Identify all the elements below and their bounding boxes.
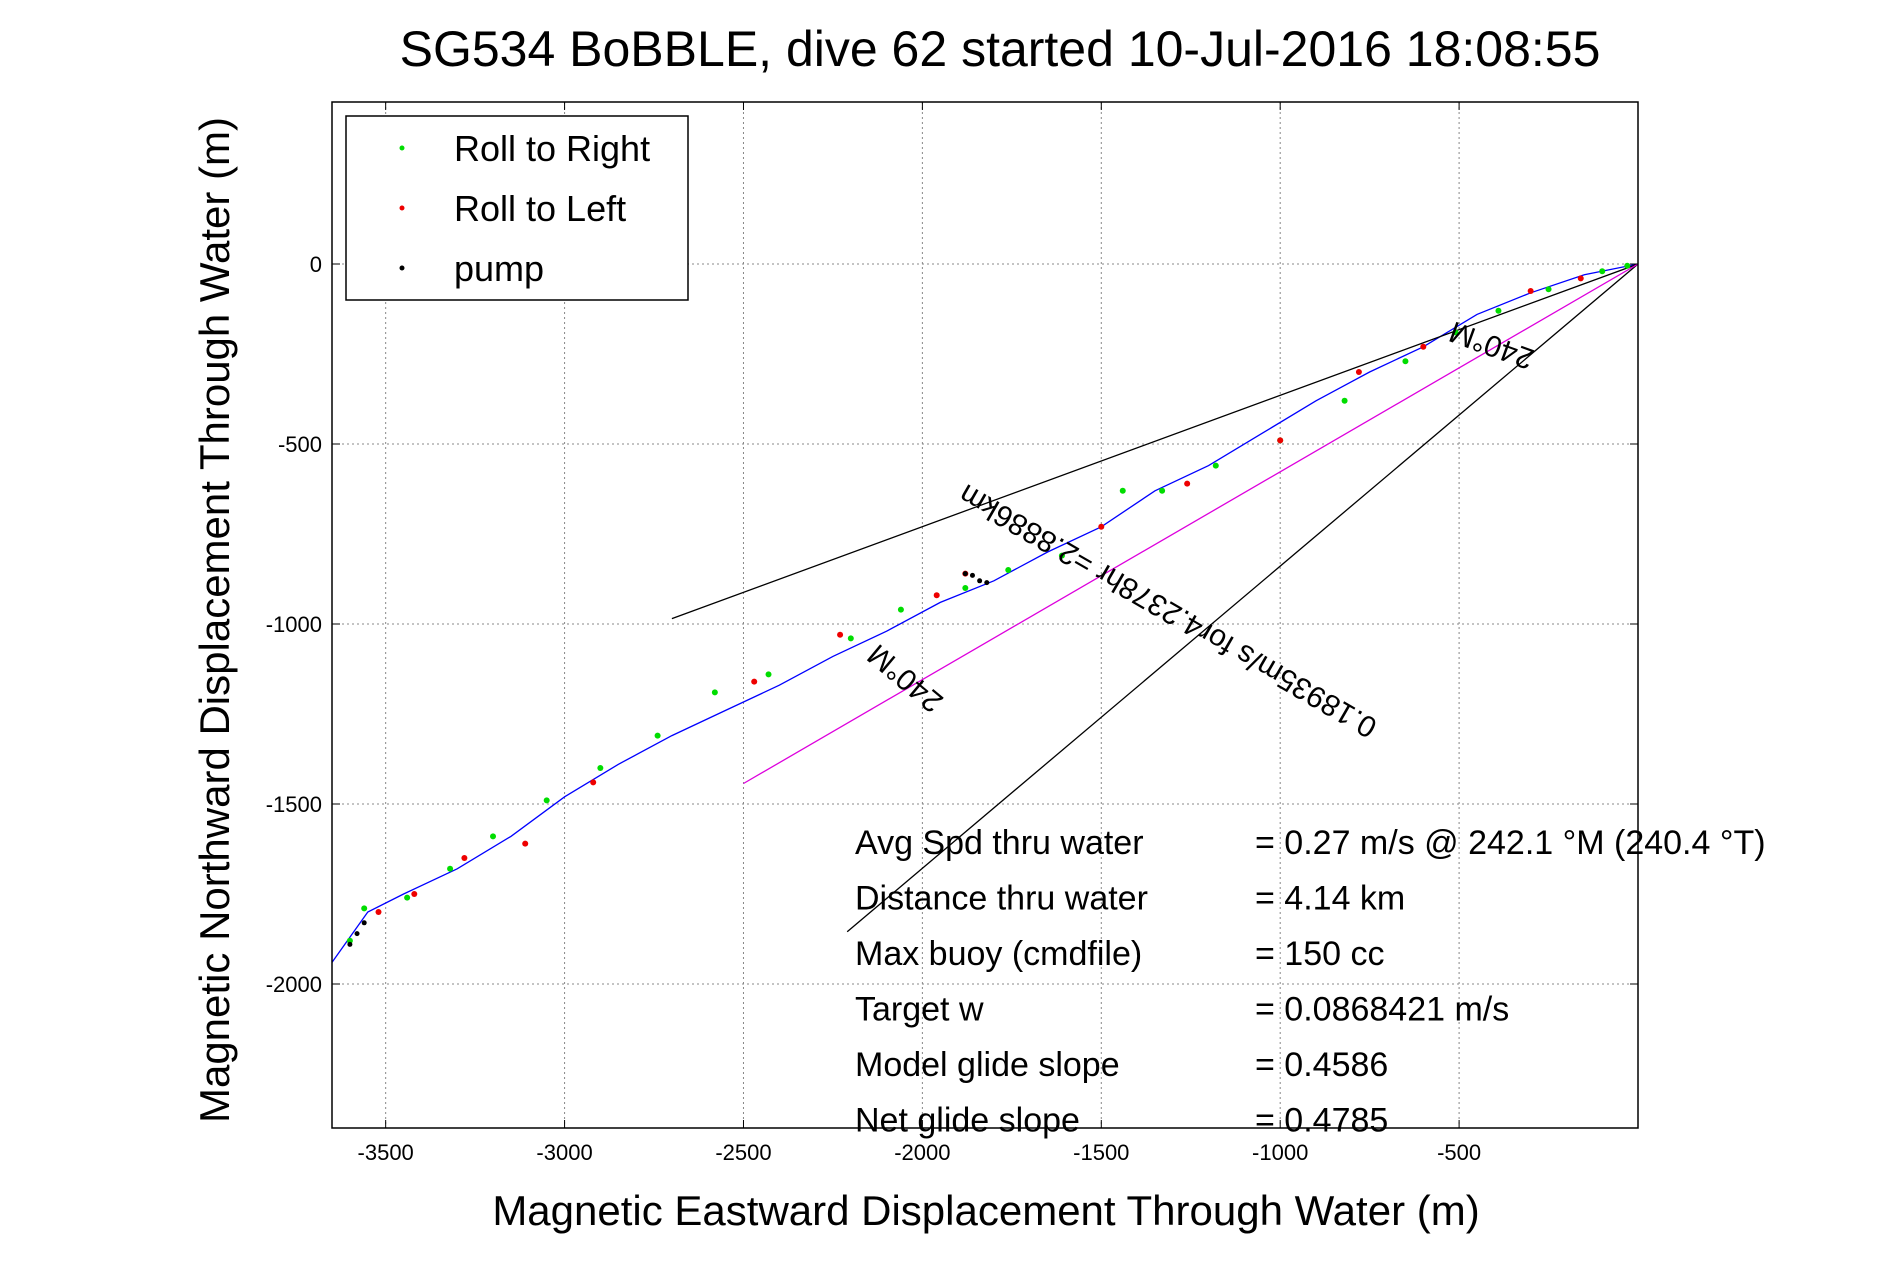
roll-right-marker [1402, 358, 1409, 365]
pump-marker [361, 920, 367, 926]
legend-marker-1 [399, 205, 405, 211]
y-tick-label: -1500 [266, 792, 322, 817]
pump-marker [977, 578, 983, 584]
stat-label-1: Distance thru water [855, 880, 1148, 918]
stat-value-3: = 0.0868421 m/s [1255, 991, 1509, 1029]
data-markers [346, 262, 1631, 947]
stat-value-1: = 4.14 km [1255, 880, 1405, 918]
stat-value-4: = 0.4586 [1255, 1046, 1388, 1084]
roll-right-marker [897, 606, 904, 613]
roll-left-marker [411, 891, 418, 897]
y-tick-label: -1000 [266, 612, 322, 637]
roll-left-marker [751, 678, 758, 685]
roll-left-marker [461, 855, 468, 861]
x-tick-label: -2000 [894, 1140, 950, 1165]
roll-right-marker [361, 905, 368, 912]
roll-left-marker [522, 840, 529, 847]
roll-left-marker [1098, 523, 1105, 530]
roll-left-marker [1184, 480, 1191, 487]
series-line-0 [332, 263, 1638, 963]
x-tick-label: -3000 [536, 1140, 592, 1165]
legend-label-2: pump [454, 248, 544, 289]
roll-right-marker [597, 765, 604, 771]
roll-right-marker [1341, 397, 1348, 404]
stat-label-3: Target w [855, 991, 984, 1029]
legend-label-1: Roll to Left [454, 188, 626, 229]
roll-left-marker [933, 592, 940, 599]
series-line-3 [743, 263, 1638, 785]
roll-right-marker [1495, 307, 1502, 314]
legend: Roll to Right Roll to Left pump [345, 115, 689, 301]
roll-left-marker [1355, 369, 1362, 375]
roll-right-marker [1119, 487, 1126, 494]
roll-left-marker [837, 631, 844, 638]
roll-right-marker [1058, 552, 1065, 559]
y-tick-label: -500 [278, 432, 322, 457]
series-line-1 [671, 263, 1638, 620]
legend-marker-2 [399, 265, 405, 271]
roll-left-marker [1277, 437, 1284, 444]
roll-right-marker [654, 732, 661, 739]
dive-stats: Avg Spd thru water = 0.27 m/s @ 242.1 °M … [855, 824, 1766, 1140]
stat-value-2: = 150 cc [1255, 935, 1384, 973]
roll-left-marker [1527, 288, 1534, 294]
roll-right-marker [404, 894, 411, 901]
roll-right-marker [1005, 567, 1012, 573]
roll-left-marker [375, 909, 382, 915]
stat-label-5: Net glide slope [855, 1102, 1080, 1140]
legend-label-0: Roll to Right [454, 128, 650, 169]
data-series [332, 263, 1638, 963]
stat-label-0: Avg Spd thru water [855, 824, 1144, 862]
pump-marker [969, 572, 975, 578]
stat-label-2: Max buoy (cmdfile) [855, 935, 1142, 973]
roll-right-marker [1545, 286, 1552, 293]
pump-marker [984, 580, 990, 586]
roll-right-marker [847, 635, 854, 642]
x-tick-label: -3500 [358, 1140, 414, 1165]
y-axis-label: Magnetic Northward Displacement Through … [191, 117, 238, 1123]
roll-right-marker [490, 833, 497, 840]
roll-right-marker [1452, 329, 1459, 336]
pump-marker [347, 941, 353, 947]
x-axis-label: Magnetic Eastward Displacement Through W… [492, 1187, 1479, 1234]
x-tick-label: -2500 [715, 1140, 771, 1165]
roll-right-marker [543, 797, 550, 804]
roll-right-marker [447, 865, 454, 872]
series-line-2 [846, 263, 1638, 933]
roll-right-marker [1599, 268, 1606, 275]
legend-marker-0 [399, 145, 405, 151]
roll-right-marker [962, 585, 969, 591]
roll-right-marker [1624, 262, 1631, 269]
stat-value-5: = 0.4785 [1255, 1102, 1388, 1140]
roll-left-marker [590, 779, 597, 786]
roll-right-marker [346, 937, 353, 944]
y-tick-label: -2000 [266, 972, 322, 997]
x-tick-label: -1500 [1073, 1140, 1129, 1165]
x-tick-label: -1000 [1252, 1140, 1308, 1165]
stat-label-4: Model glide slope [855, 1046, 1120, 1084]
chart-title: SG534 BoBBLE, dive 62 started 10-Jul-201… [400, 21, 1601, 77]
y-tick-label: 0 [310, 252, 322, 277]
roll-right-marker [1212, 462, 1219, 469]
plot-frame [331, 101, 1639, 1129]
stat-value-0: = 0.27 m/s @ 242.1 °M (240.4 °T) [1255, 824, 1766, 862]
roll-right-marker [1159, 487, 1166, 494]
roll-right-marker [711, 689, 718, 696]
roll-right-marker [765, 671, 772, 678]
pump-marker [962, 571, 968, 577]
roll-left-marker [1577, 275, 1584, 282]
roll-left-marker [1420, 343, 1427, 350]
x-tick-label: -500 [1437, 1140, 1481, 1165]
pump-marker [354, 931, 360, 937]
axis-ticks: -3500 -3000 -2500 -2000 -1500 -1000 -500 0 -500 -… [266, 102, 1638, 1165]
